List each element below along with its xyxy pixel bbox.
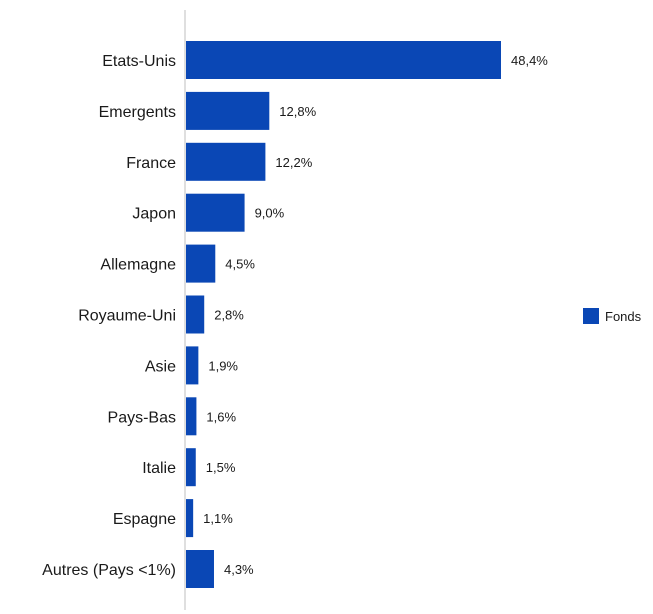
- bar: [186, 193, 245, 232]
- bar: [186, 295, 205, 334]
- value-label: 4,5%: [225, 257, 255, 272]
- category-label: Autres (Pays <1%): [42, 562, 176, 579]
- bar: [186, 244, 216, 283]
- bar: [186, 550, 214, 588]
- value-label: 1,9%: [208, 358, 238, 373]
- value-label: 1,1%: [203, 511, 233, 526]
- category-label: Asie: [145, 358, 176, 375]
- category-label: Etats-Unis: [102, 53, 176, 70]
- value-label: 12,8%: [279, 104, 316, 119]
- value-label: 9,0%: [255, 206, 285, 221]
- category-label: Pays-Bas: [108, 409, 176, 426]
- value-label: 1,6%: [206, 409, 236, 424]
- bar: [186, 499, 194, 538]
- value-label: 1,5%: [206, 460, 236, 475]
- value-label: 48,4%: [511, 53, 548, 68]
- bar: [186, 91, 270, 130]
- value-label: 12,2%: [275, 155, 312, 170]
- legend-label: Fonds: [605, 309, 642, 324]
- category-label: Allemagne: [100, 257, 176, 274]
- bar: [186, 448, 196, 487]
- category-label: Royaume-Uni: [78, 308, 176, 325]
- legend-swatch: [583, 308, 599, 324]
- bar: [186, 41, 501, 79]
- value-label: 2,8%: [214, 308, 244, 323]
- category-label: Italie: [142, 460, 176, 477]
- category-label: France: [126, 155, 176, 172]
- bars-group: Etats-Unis 48,4% Emergents 12,8% France 12,2%…: [42, 41, 548, 588]
- category-label: Japon: [132, 206, 176, 223]
- bar: [186, 397, 197, 436]
- value-label: 4,3%: [224, 562, 254, 577]
- legend: Fonds: [583, 308, 642, 324]
- bar: [186, 142, 266, 181]
- category-label: Emergents: [99, 104, 176, 121]
- category-label: Espagne: [113, 511, 176, 528]
- bar: [186, 346, 199, 385]
